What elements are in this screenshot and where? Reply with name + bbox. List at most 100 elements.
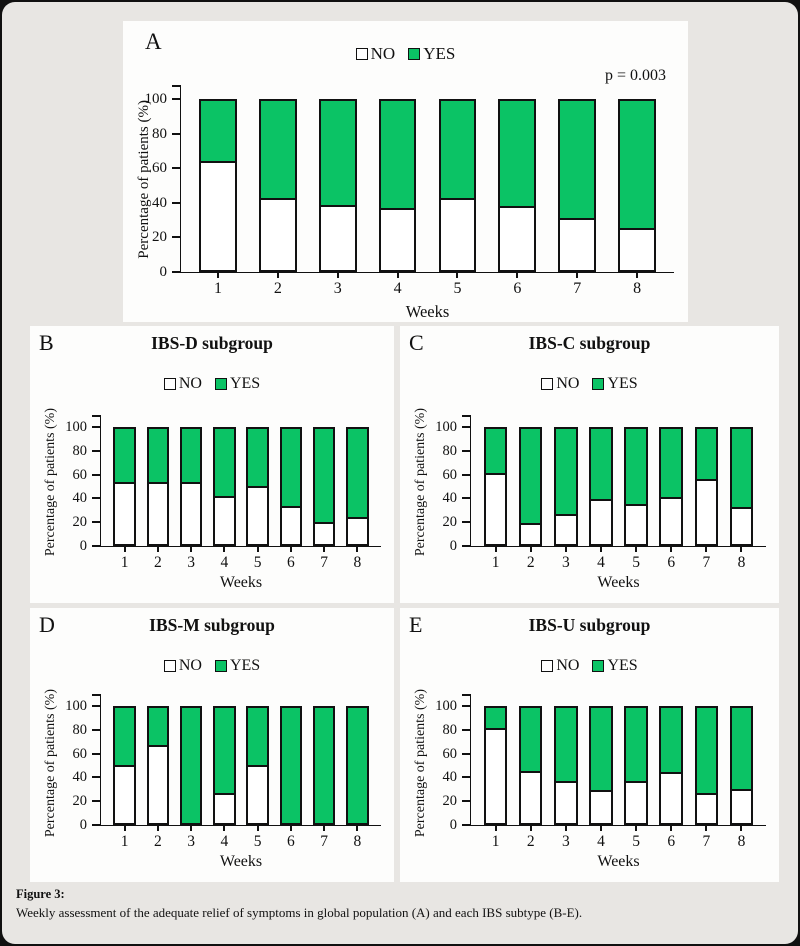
x-tick xyxy=(740,546,743,552)
x-tick-label: 2 xyxy=(154,833,162,850)
no-segment xyxy=(661,772,681,823)
yes-swatch xyxy=(592,660,605,672)
y-tick-label: 100 xyxy=(65,698,87,714)
y-tick-label: 0 xyxy=(449,817,457,833)
y-tick xyxy=(462,497,470,500)
legend-no-label: NO xyxy=(178,657,202,674)
bar-slot xyxy=(654,706,689,825)
x-axis-title: Weeks xyxy=(219,853,263,870)
plot-area: 0 20 40 60 80 100 1 2 3 4 5 6 7 8 Weeks xyxy=(435,415,766,591)
yes-segment xyxy=(626,708,646,782)
x-axis-labels: 1 2 3 4 5 6 7 8 xyxy=(188,280,667,298)
x-tick-label: 3 xyxy=(561,554,570,571)
no-segment xyxy=(731,789,752,823)
bars xyxy=(108,706,374,825)
chart-title: IBS-D subgroup xyxy=(151,333,273,353)
x-tick-label: 3 xyxy=(333,280,342,297)
x-tick xyxy=(323,825,326,831)
x-tick-slot xyxy=(341,825,374,831)
x-tick-label: 6 xyxy=(287,554,295,571)
y-axis-ticks xyxy=(462,705,471,826)
x-tick-label: 5 xyxy=(453,280,462,297)
bar-slot xyxy=(548,427,583,546)
bar-slot xyxy=(175,706,208,825)
y-tick xyxy=(172,167,180,170)
x-tick xyxy=(599,825,602,831)
yes-segment xyxy=(661,429,681,497)
x-tick-label: 7 xyxy=(320,833,328,850)
bar-slot xyxy=(689,706,724,825)
panel-letter: B xyxy=(39,330,54,355)
x-tick-slot xyxy=(274,546,307,552)
plot-area: 0 20 40 60 80 100 1 2 3 4 5 6 7 8 Weeks xyxy=(435,694,766,870)
x-tick xyxy=(705,546,708,552)
yes-segment xyxy=(215,708,234,793)
x-tick xyxy=(190,546,193,552)
x-tick xyxy=(223,546,226,552)
yes-segment xyxy=(500,101,535,207)
x-tick-slot xyxy=(308,272,368,278)
y-tick xyxy=(462,449,470,452)
no-segment xyxy=(440,197,475,270)
x-axis-title: Weeks xyxy=(597,574,640,591)
y-axis-ticks xyxy=(92,705,101,826)
x-tick xyxy=(256,825,259,831)
x-tick-label: 7 xyxy=(573,280,582,297)
legend-yes-label: YES xyxy=(229,657,261,674)
stacked-bar-week-2 xyxy=(258,99,297,272)
x-tick-label: 2 xyxy=(526,554,535,571)
x-tick-slot xyxy=(341,546,374,552)
x-tick-label: 6 xyxy=(513,280,522,297)
stacked-bar-week-3 xyxy=(554,427,578,546)
stacked-bar-week-7 xyxy=(312,427,336,546)
legend-no-label: NO xyxy=(370,44,396,63)
x-tick xyxy=(516,272,519,278)
stacked-bar-week-6 xyxy=(279,706,302,825)
panel-letter: C xyxy=(409,330,424,355)
no-segment xyxy=(201,161,235,270)
x-tick-slot xyxy=(513,825,548,831)
bar-slot xyxy=(308,706,341,825)
no-segment xyxy=(248,764,267,823)
y-tick-label: 60 xyxy=(72,745,88,762)
no-segment xyxy=(560,217,595,270)
y-tick-label: 20 xyxy=(442,793,458,810)
x-axis-ticks xyxy=(188,272,667,278)
stacked-bar-week-1 xyxy=(483,706,508,825)
y-tick-label: 80 xyxy=(442,721,458,738)
x-tick xyxy=(216,272,219,278)
axis-top-tick xyxy=(92,415,100,417)
x-tick xyxy=(636,272,639,278)
x-tick xyxy=(256,546,259,552)
x-tick-slot xyxy=(548,546,583,552)
x-tick xyxy=(289,825,292,831)
axis-top-tick xyxy=(462,415,470,417)
bar-slot xyxy=(368,99,428,272)
y-axis-labels: 0 20 40 60 80 100 xyxy=(39,419,87,554)
legend-yes-label: YES xyxy=(607,657,638,674)
bar-slot xyxy=(108,706,141,825)
bar-slot xyxy=(548,706,583,825)
stacked-bar-week-8 xyxy=(346,706,369,825)
chart-panel-c: C IBS-C subgroup NO YES Percentage of pa… xyxy=(400,326,779,603)
x-tick xyxy=(223,825,226,831)
y-tick xyxy=(92,705,100,707)
x-tick-slot xyxy=(274,825,307,831)
y-tick-label: 20 xyxy=(442,514,458,531)
bar-slot xyxy=(428,99,488,272)
yes-segment xyxy=(591,429,611,500)
stacked-bar-week-6 xyxy=(659,427,683,546)
x-axis-ticks xyxy=(478,825,759,831)
x-tick-slot xyxy=(654,546,689,552)
no-swatch xyxy=(163,660,176,672)
y-tick xyxy=(462,705,470,707)
y-tick-label: 100 xyxy=(144,91,168,107)
x-tick-label: 1 xyxy=(120,554,129,571)
yes-swatch xyxy=(214,378,227,390)
x-tick-label: 7 xyxy=(702,554,711,571)
no-swatch xyxy=(163,378,176,390)
bar-slot xyxy=(619,706,654,825)
y-tick-label: 80 xyxy=(72,721,88,738)
stacked-bar-week-2 xyxy=(146,427,169,546)
